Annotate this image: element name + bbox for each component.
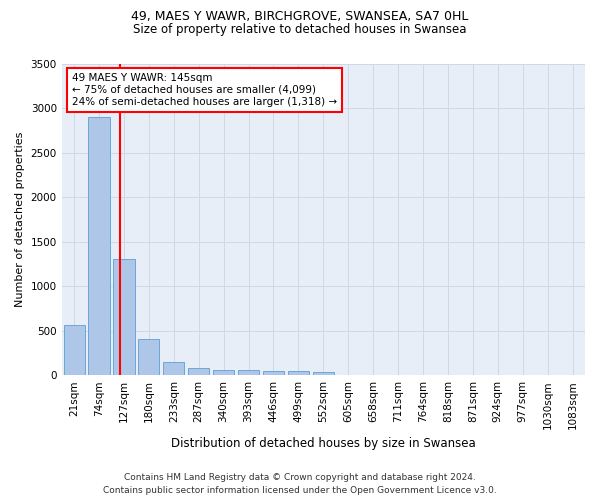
Text: Size of property relative to detached houses in Swansea: Size of property relative to detached ho… xyxy=(133,22,467,36)
Bar xyxy=(113,258,134,375)
Bar xyxy=(163,362,184,375)
Bar xyxy=(188,368,209,375)
Y-axis label: Number of detached properties: Number of detached properties xyxy=(15,132,25,308)
Bar xyxy=(213,370,234,375)
Bar xyxy=(288,371,309,375)
Bar xyxy=(263,371,284,375)
Text: Contains HM Land Registry data © Crown copyright and database right 2024.
Contai: Contains HM Land Registry data © Crown c… xyxy=(103,474,497,495)
Bar xyxy=(313,372,334,375)
X-axis label: Distribution of detached houses by size in Swansea: Distribution of detached houses by size … xyxy=(171,437,476,450)
Bar xyxy=(88,118,110,375)
Text: 49, MAES Y WAWR, BIRCHGROVE, SWANSEA, SA7 0HL: 49, MAES Y WAWR, BIRCHGROVE, SWANSEA, SA… xyxy=(131,10,469,23)
Bar xyxy=(138,338,160,375)
Bar xyxy=(238,370,259,375)
Text: 49 MAES Y WAWR: 145sqm
← 75% of detached houses are smaller (4,099)
24% of semi-: 49 MAES Y WAWR: 145sqm ← 75% of detached… xyxy=(72,74,337,106)
Bar xyxy=(64,326,85,375)
